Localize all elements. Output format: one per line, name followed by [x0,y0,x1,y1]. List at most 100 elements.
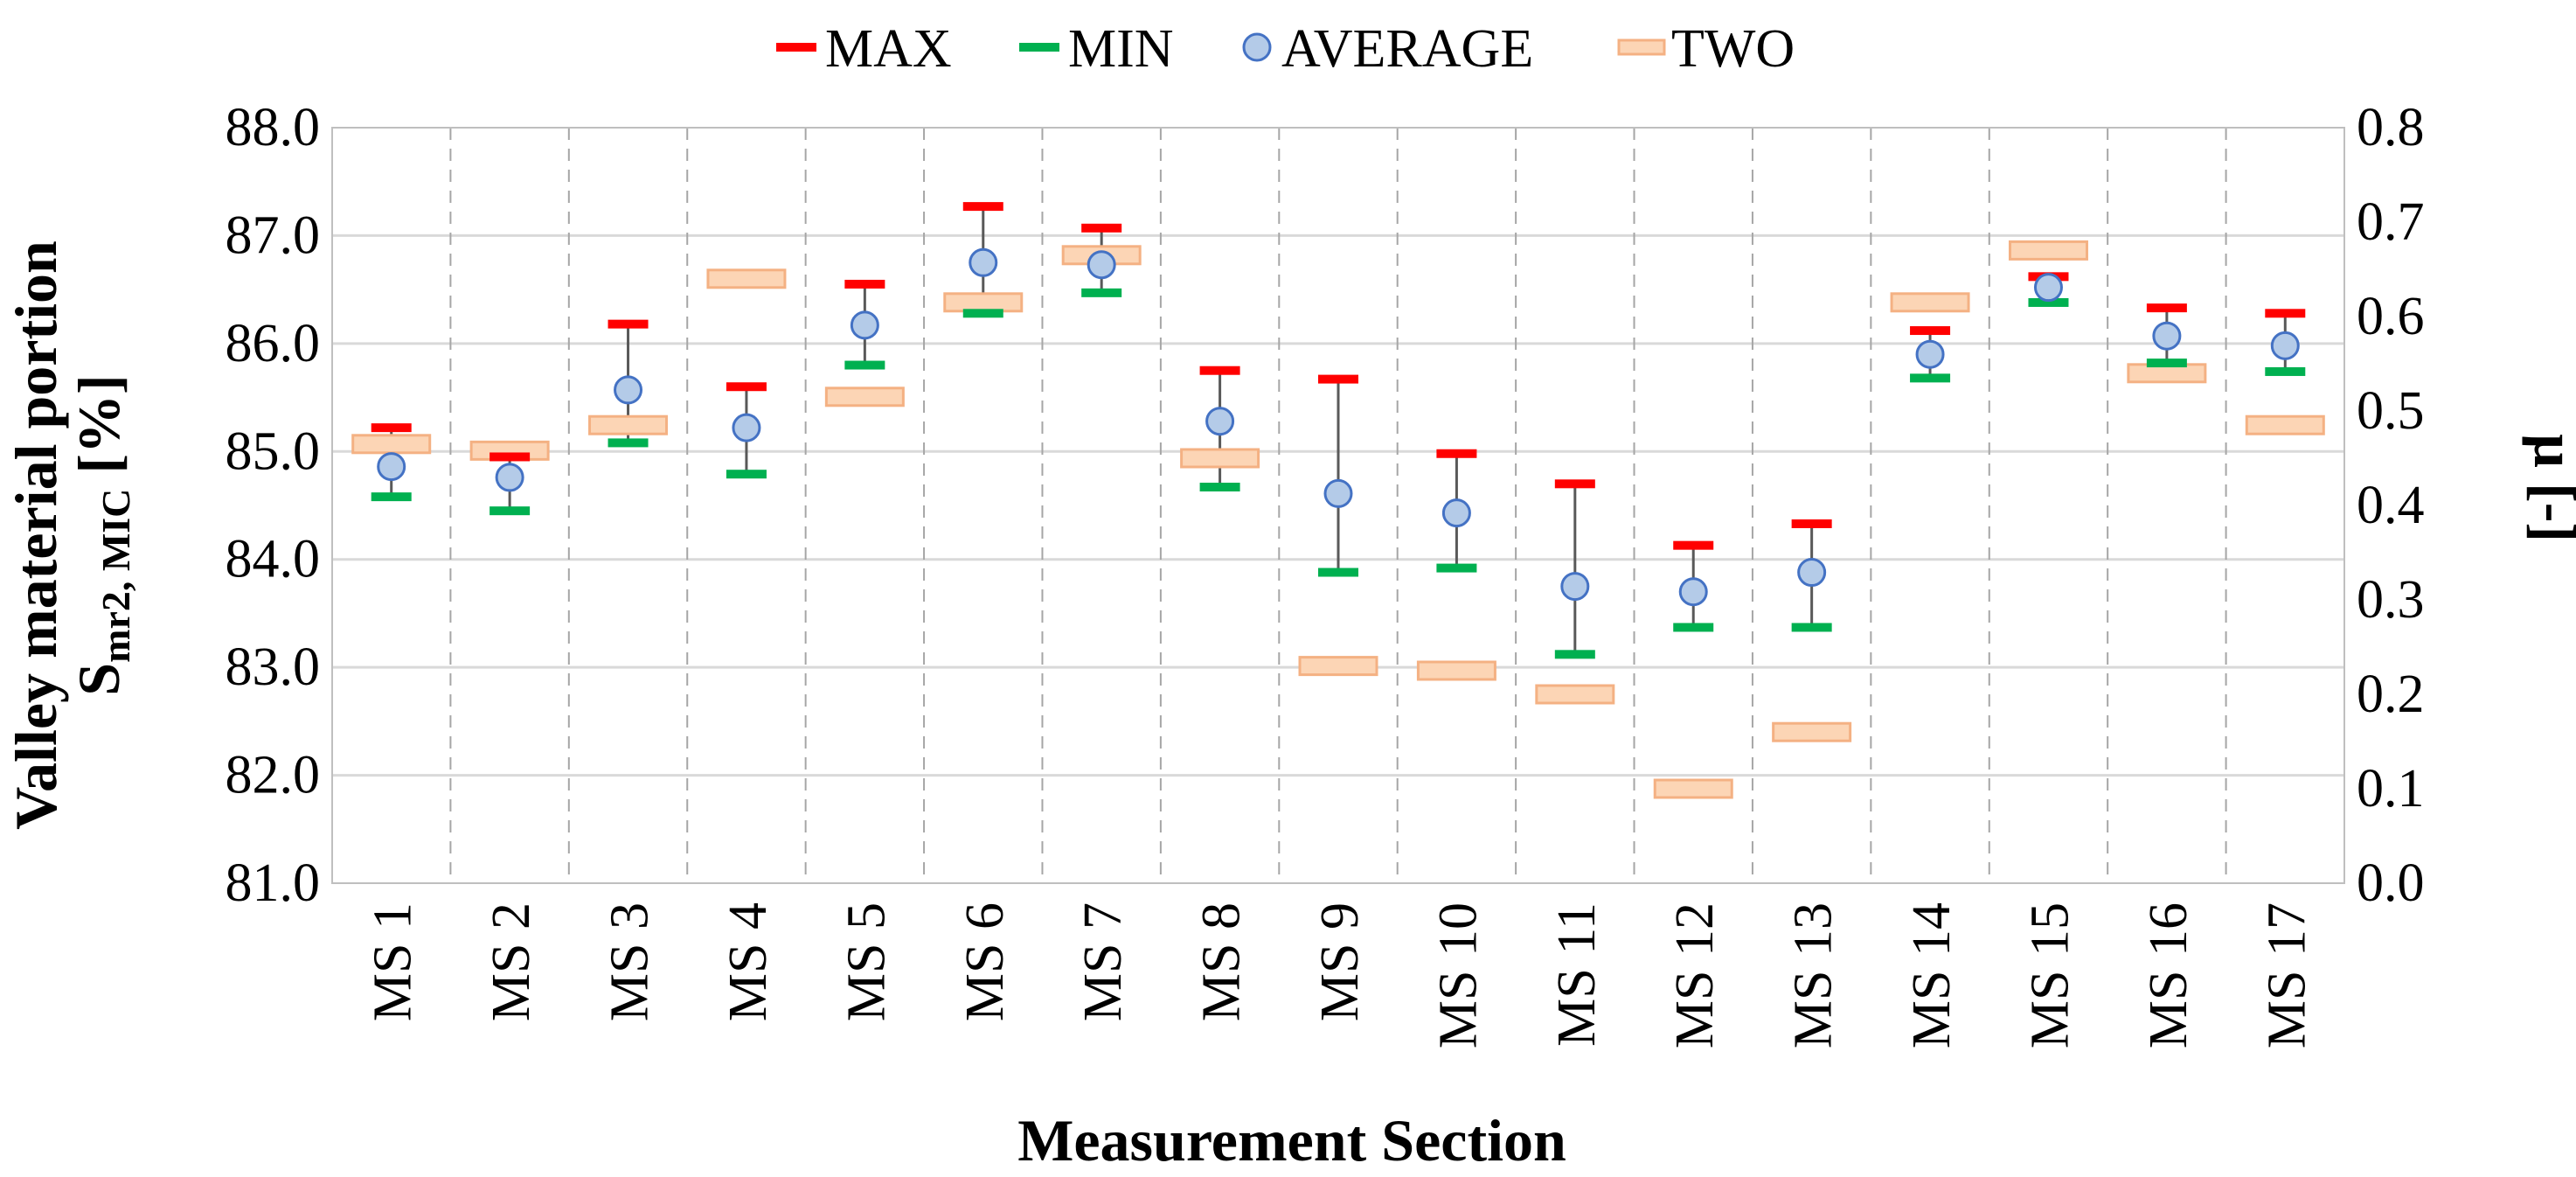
x-tick-label: MS 4 [719,902,778,1021]
two-marker [351,434,432,455]
average-marker [1560,572,1590,602]
y2-axis-ticks: 0.0 0.1 0.2 0.3 0.4 0.5 0.6 0.7 0.8 [2357,98,2425,913]
y2-tick-label: 0.2 [2357,665,2425,724]
max-marker [2146,303,2187,313]
average-marker [969,247,998,277]
y-tick-label: 81.0 [226,853,321,913]
y2-tick-label: 0.7 [2357,192,2425,252]
y-axis-symbol: Smr2, MIC [%] [66,374,138,695]
min-marker [490,506,531,516]
x-tick-label: MS 11 [1547,902,1607,1047]
x-tick-label: MS 12 [1665,902,1725,1048]
y2-tick-label: 0.5 [2357,381,2425,441]
min-marker [608,438,649,448]
max-marker [1673,540,1714,550]
max-marker [1554,479,1595,489]
range-lines [390,206,2287,655]
gridlines [332,128,2344,883]
x-tick-label: MS 3 [601,902,660,1021]
min-marker [2265,366,2306,376]
two-marker [1890,292,1970,313]
two-marker [1180,448,1260,469]
x-tick-label: MS 8 [1192,902,1252,1021]
min-marker [371,492,412,502]
y-axis-ticks: 81.0 82.0 83.0 84.0 85.0 86.0 87.0 88.0 [226,98,321,913]
x-tick-label: MS 9 [1310,902,1370,1021]
x-tick-label: MS 17 [2257,902,2316,1048]
y-tick-label: 86.0 [226,314,321,373]
two-series [351,240,2325,799]
x-tick-label: MS 7 [1073,902,1133,1021]
y2-tick-label: 0.3 [2357,570,2425,630]
legend-average-marker [1242,32,1272,62]
legend-min-marker [1019,43,1059,52]
max-marker [844,279,885,289]
average-marker [614,375,643,405]
two-marker [1298,656,1378,677]
min-marker [726,470,767,479]
max-marker [726,382,767,392]
two-marker [1653,778,1733,799]
max-marker [2265,309,2306,318]
y-tick-label: 85.0 [226,421,321,481]
average-marker [2033,273,2063,303]
average-marker [732,413,761,442]
y2-tick-label: 0.6 [2357,287,2425,346]
min-marker [1673,623,1714,632]
min-marker [844,360,885,370]
min-series [371,288,2306,659]
min-marker [1791,623,1832,632]
x-tick-label: MS 16 [2139,902,2198,1048]
max-marker [1791,519,1832,528]
x-tick-label: MS 14 [1902,902,1962,1048]
x-axis-ticks: MS 1 MS 2 MS 3 MS 4 MS 5 MS 6 MS 7 MS 8 MS 9 MS 1… [364,902,2317,1048]
average-marker [1678,577,1708,607]
max-marker [1436,449,1477,458]
two-marker [2245,414,2325,435]
min-marker [1199,483,1240,492]
legend-max-label: MAX [825,19,952,79]
two-marker [1416,660,1496,681]
y-tick-label: 88.0 [226,98,321,157]
average-marker [2152,321,2182,351]
two-marker [588,414,669,435]
legend-two-label: TWO [1671,19,1795,79]
average-marker [2270,331,2300,360]
x-tick-label: MS 15 [2020,902,2080,1048]
average-marker [1323,478,1353,508]
y2-tick-label: 0.1 [2357,759,2425,818]
y2-axis-title: µ [-] [2522,434,2576,542]
y-tick-label: 83.0 [226,637,321,697]
average-marker [1797,558,1827,588]
min-marker [1318,568,1358,577]
average-marker [495,463,524,492]
min-marker [1081,288,1122,297]
y-axis-title-line1: Valley material portion [3,240,69,830]
max-marker [1081,223,1122,233]
average-marker [1915,339,1945,369]
max-marker [371,423,412,433]
min-marker [1436,563,1477,573]
x-tick-label: MS 10 [1428,902,1488,1048]
average-series [377,247,2300,607]
average-marker [377,452,406,482]
min-marker [2146,359,2187,368]
y2-axis-title-group: µ [-] [2522,434,2576,542]
y-axis-title: Valley material portion [3,240,69,830]
average-marker [1205,407,1235,436]
y-tick-label: 82.0 [226,746,321,805]
legend-max-marker [776,43,816,52]
max-marker [1318,374,1358,384]
two-marker [1535,684,1615,705]
two-marker [824,387,905,407]
legend-min-label: MIN [1068,19,1174,79]
y-tick-label: 87.0 [226,205,321,265]
average-marker [850,310,879,340]
max-marker [1199,366,1240,375]
max-marker [608,319,649,329]
min-marker [962,309,1003,318]
x-tick-label: MS 5 [837,902,896,1021]
average-marker [1087,250,1116,280]
x-tick-label: MS 13 [1784,902,1843,1048]
